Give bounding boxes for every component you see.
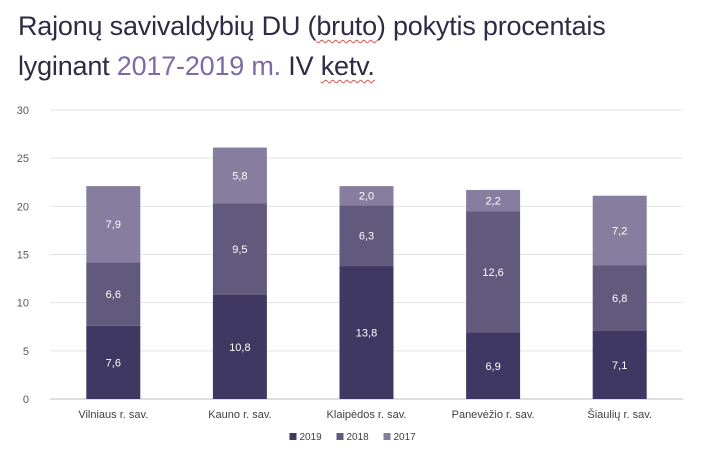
data-label: 2,2 [485,196,500,208]
data-label: 12,6 [482,267,503,279]
bar-segment [592,330,647,399]
bar-segment [466,211,521,333]
bar-segment [86,186,141,263]
legend-swatch [289,433,297,440]
x-tick-label: Klaipėdos r. sav. [327,409,407,421]
y-tick-label: 20 [17,201,29,213]
bar-segment [212,203,267,295]
data-label: 6,8 [612,293,627,305]
title-part-6: IV [280,51,321,81]
bar-segment [86,325,141,399]
x-tick-label: Kauno r. sav. [208,409,271,421]
title-years: 2017-2019 m. [116,51,281,81]
chart-title: Rajonų savivaldybių DU (bruto) pokytis p… [18,6,708,86]
bar-segment [592,195,647,266]
bar-segment [86,262,141,326]
data-label: 6,9 [485,361,500,373]
title-part-2: bruto [316,11,377,41]
y-tick-label: 10 [17,298,29,310]
bar-segment [212,294,267,399]
bar-segment [339,186,394,206]
legend-label: 2017 [394,432,417,443]
data-label: 6,3 [359,231,374,243]
title-part-7: ketv. [320,51,375,81]
bar-segment [592,265,647,331]
bar-segment [339,266,394,399]
data-label: 10,8 [229,342,250,354]
title-part-3: ) pokytis procentais [376,11,606,41]
legend-swatch [336,433,344,440]
bar-segment [466,189,521,212]
y-tick-label: 15 [17,250,29,262]
y-tick-label: 30 [17,105,29,117]
y-tick-label: 5 [23,346,29,358]
bar-segment [212,147,267,204]
data-label: 7,9 [106,219,121,231]
data-label: 7,1 [612,360,627,372]
legend-label: 2019 [300,432,323,443]
title-part-4: lyginant [18,51,117,81]
title-part-1: Rajonų savivaldybių DU ( [18,11,317,41]
legend-label: 2018 [347,432,370,443]
y-tick-label: 0 [23,394,29,406]
data-label: 5,8 [232,171,247,183]
data-label: 9,5 [232,244,247,256]
x-tick-label: Šiaulių r. sav. [587,408,652,421]
bar-segment [466,332,521,399]
data-label: 6,6 [106,289,121,301]
data-label: 13,8 [356,328,377,340]
data-label: 7,6 [106,357,121,369]
data-label: 7,2 [612,225,627,237]
bar-segment [339,205,394,267]
legend-swatch [383,433,391,440]
data-label: 2,0 [359,191,374,203]
x-tick-label: Panevėžio r. sav. [452,409,535,421]
x-tick-label: Vilniaus r. sav. [78,409,148,421]
y-tick-label: 25 [17,153,29,165]
